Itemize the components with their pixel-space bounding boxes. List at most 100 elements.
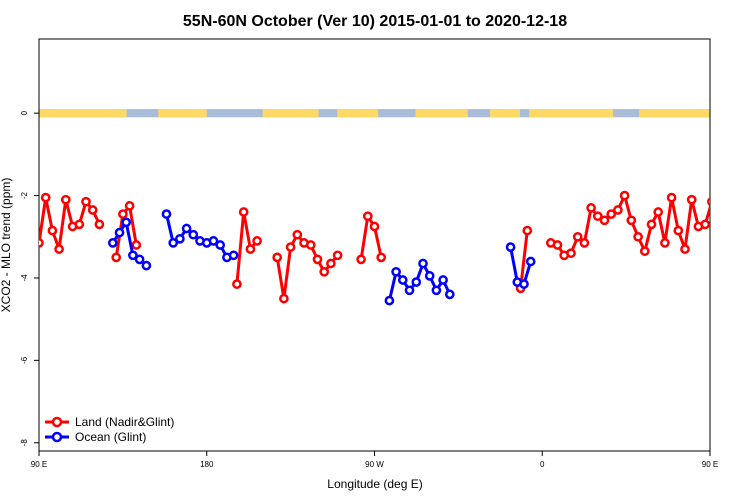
surface-strip-land-2 <box>158 109 207 118</box>
legend-land-label: Land (Nadir&Glint) <box>75 415 174 429</box>
series-land-point-1-3 <box>131 240 142 250</box>
surface-strip-land-8 <box>542 109 614 118</box>
series-ocean-point-0-4 <box>134 254 145 265</box>
legend-ocean-marker <box>51 431 63 443</box>
surface-strip-land-1 <box>122 109 127 118</box>
series-ocean-point-0-2 <box>121 217 132 228</box>
series-land-point-6-16 <box>653 207 664 217</box>
series-ocean <box>107 209 750 306</box>
series-land-line-0 <box>39 196 101 251</box>
series-ocean-point-0-0 <box>107 238 118 248</box>
surface-strip-land-7 <box>529 109 543 118</box>
series-land-point-4-3 <box>376 252 387 263</box>
series-land-point-6-8 <box>599 215 610 226</box>
x-axis-label: Longitude (deg E) <box>327 477 422 491</box>
series-land-point-6-19 <box>673 225 684 236</box>
series-ocean-point-2-2 <box>397 275 408 285</box>
series-land-point-3-2 <box>285 242 296 252</box>
series-land-point-6-23 <box>700 219 710 230</box>
surface-strip-land-6 <box>490 109 520 118</box>
series-land-point-0-8 <box>87 205 98 215</box>
series-ocean-point-2-9 <box>444 289 455 300</box>
series-ocean-point-2-5 <box>418 258 428 269</box>
series-land-point-2-3 <box>252 236 262 246</box>
chart-title: 55N-60N October (Ver 10) 2015-01-01 to 2… <box>183 13 567 30</box>
series-ocean-point-2-1 <box>391 266 401 277</box>
surface-strip-land-0 <box>39 109 123 118</box>
legend-item-land: Land (Nadir&Glint) <box>45 415 174 429</box>
series-land-point-6-6 <box>586 203 596 213</box>
series-ocean-point-2-7 <box>431 285 442 296</box>
axis-ticks: 90 E 180 90 W 0 90 E 0 -2 -4 -6 -8 <box>20 110 718 469</box>
series-ocean-point-0-5 <box>141 260 152 271</box>
series-land-point-6-21 <box>686 194 697 205</box>
series-land-point-0-7 <box>81 196 91 207</box>
series-land-point-7-0 <box>739 254 746 261</box>
x-tick-label-2: 90 W <box>365 460 384 469</box>
series-land-point-0-3 <box>54 244 64 254</box>
series-land-point-3-8 <box>326 258 336 269</box>
series-land-point-6-13 <box>633 231 643 242</box>
series-ocean-point-1-0 <box>161 209 172 219</box>
series-ocean-point-1-3 <box>181 223 192 234</box>
series-land-line-4 <box>359 214 383 260</box>
series-land-point-4-2 <box>369 221 380 232</box>
series-land-point-6-12 <box>626 215 637 226</box>
surface-strip-land-3 <box>262 109 319 118</box>
series-land-line-5 <box>519 230 529 289</box>
series-ocean-point-1-7 <box>208 236 219 246</box>
legend-land-marker <box>51 416 63 428</box>
series-land-point-6-17 <box>660 238 670 248</box>
series-land-point-6-26 <box>722 221 729 228</box>
series-ocean-line-4 <box>739 222 750 265</box>
legend-item-ocean: Ocean (Glint) <box>45 430 146 444</box>
series-land-point-6-18 <box>666 192 677 203</box>
series-land-point-6-24 <box>707 197 710 207</box>
y-tick-label-3: -6 <box>20 356 29 364</box>
series-ocean-point-3-0 <box>505 242 516 252</box>
series-ocean-point-1-10 <box>228 250 239 261</box>
series-land-point-6-9 <box>606 209 617 219</box>
series-land-point-6-7 <box>592 211 603 222</box>
y-tick-label-2: -4 <box>20 274 29 282</box>
x-tick-label-3: 0 <box>540 460 545 469</box>
series-land-point-0-9 <box>94 219 105 230</box>
series-land-point-3-6 <box>312 254 323 265</box>
legend-ocean-label: Ocean (Glint) <box>75 430 146 444</box>
series-land-point-3-0 <box>272 252 283 263</box>
series-land-point-6-5 <box>579 238 590 248</box>
series-land-point-3-1 <box>279 293 289 304</box>
series-ocean-point-2-6 <box>424 271 435 281</box>
y-tick-label-1: -2 <box>20 191 29 199</box>
series-land-point-6-14 <box>639 246 650 257</box>
series-ocean-point-1-1 <box>168 238 179 248</box>
series-land-point-0-2 <box>47 225 58 236</box>
series-land-point-0-1 <box>40 192 51 203</box>
surface-strip <box>39 109 710 118</box>
series-ocean-point-0-3 <box>128 250 138 261</box>
series-ocean-point-3-3 <box>525 256 536 267</box>
series-land-line-2 <box>235 210 259 285</box>
series-land-point-6-4 <box>572 231 583 242</box>
series-land-point-0-4 <box>60 194 71 205</box>
x-tick-label-1: 180 <box>200 460 214 469</box>
surface-strip-land-5 <box>415 109 468 118</box>
y-tick-label-4: -8 <box>20 439 29 447</box>
series-land-point-6-10 <box>613 205 623 215</box>
series-land-point-6-11 <box>619 190 630 201</box>
series-land-point-3-5 <box>305 240 316 250</box>
series-land-point-2-1 <box>238 207 249 217</box>
series-land-point-4-1 <box>362 211 373 222</box>
series-land-point-1-1 <box>118 209 128 219</box>
surface-strip-land-4 <box>337 109 379 118</box>
series-ocean-point-2-3 <box>404 285 415 296</box>
series-ocean-point-2-8 <box>438 275 448 285</box>
series-land-point-2-0 <box>232 279 242 289</box>
series-ocean-point-2-4 <box>411 277 422 287</box>
series-land-point-1-2 <box>124 201 135 211</box>
series-ocean-point-4-1 <box>742 229 749 236</box>
series-land-point-3-3 <box>292 229 303 240</box>
series-ocean-line-2 <box>387 262 452 301</box>
series-land-point-6-15 <box>646 219 657 230</box>
